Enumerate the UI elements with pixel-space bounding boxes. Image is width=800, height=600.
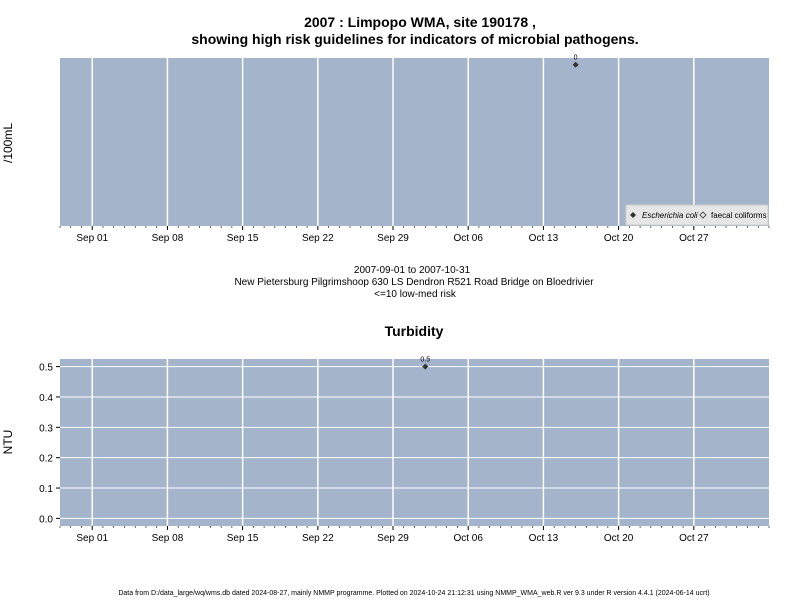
x-tick-label: Oct 06 (453, 233, 483, 244)
turbidity-x-axis: Sep 01 Sep 08 Sep 15 Sep 22 Sep 29 Oct 06 Oct … (59, 526, 770, 544)
risk-note: <=10 low-med risk (374, 289, 457, 300)
legend-label-faecal: faecal coliforms (711, 211, 767, 220)
legend-label-ecoli: Escherichia coli (642, 211, 698, 220)
date-range: 2007-09-01 to 2007-10-31 (354, 265, 471, 276)
turbidity-grid (60, 359, 769, 526)
ecoli-plot-area (60, 58, 769, 226)
x-tick-label: Oct 06 (453, 533, 483, 544)
y-tick-label: 0.4 (39, 393, 53, 404)
x-tick-label: Sep 22 (302, 533, 334, 544)
y-tick-label: 0.5 (39, 363, 53, 374)
data-label: 0.5 (420, 357, 430, 364)
ecoli-points: 0 (572, 55, 579, 68)
x-tick-label: Sep 29 (377, 233, 409, 244)
turbidity-plot-area (60, 359, 769, 526)
y-tick-label: 0.2 (39, 454, 53, 465)
data-point (422, 363, 429, 370)
turbidity-y-axis: 0.0 0.1 0.2 0.3 0.4 0.5 (39, 363, 60, 525)
x-tick-label: Oct 20 (604, 533, 634, 544)
ecoli-y-label: /100mL (1, 123, 15, 163)
y-tick-label: 0.3 (39, 423, 53, 434)
y-tick-label: 0.1 (39, 484, 53, 495)
chart-title-line2: showing high risk guidelines for indicat… (191, 31, 638, 47)
legend-box (625, 204, 769, 226)
x-tick-label: Sep 01 (76, 233, 108, 244)
ecoli-panel: Sep 01 Sep 08 Sep 15 Sep 22 Sep 29 Oct 06 Oct … (1, 55, 770, 244)
turbidity-points: 0.5 (420, 357, 430, 370)
x-tick-label: Sep 08 (152, 533, 184, 544)
x-tick-label: Sep 22 (302, 233, 334, 244)
x-tick-label: Sep 01 (76, 533, 108, 544)
x-tick-label: Sep 15 (227, 233, 259, 244)
x-tick-label: Oct 27 (679, 233, 709, 244)
ecoli-grid (91, 58, 695, 226)
footer-note: Data from D:/data_large/wq/wms.db dated … (118, 590, 709, 597)
turbidity-y-label: NTU (1, 430, 15, 455)
legend-marker-ecoli (630, 212, 636, 218)
x-tick-label: Oct 13 (529, 233, 559, 244)
chart-title-line1: 2007 : Limpopo WMA, site 190178 , (304, 14, 536, 30)
legend-marker-faecal (699, 211, 707, 219)
ecoli-x-axis: Sep 01 Sep 08 Sep 15 Sep 22 Sep 29 Oct 06 Oct … (59, 226, 770, 244)
turbidity-panel: Sep 01 Sep 08 Sep 15 Sep 22 Sep 29 Oct 06 Oct … (1, 357, 770, 544)
data-point (572, 61, 579, 68)
x-tick-label: Oct 20 (604, 233, 634, 244)
y-tick-label: 0.0 (39, 514, 53, 525)
site-name: New Pietersburg Pilgrimshoop 630 LS Dend… (234, 277, 594, 288)
turbidity-title: Turbidity (385, 323, 444, 339)
x-tick-label: Oct 13 (529, 533, 559, 544)
data-label: 0 (574, 55, 578, 62)
x-tick-label: Sep 15 (227, 533, 259, 544)
x-tick-label: Oct 27 (679, 533, 709, 544)
ecoli-legend: Escherichia coli faecal coliforms (625, 204, 769, 226)
x-tick-label: Sep 08 (152, 233, 184, 244)
x-tick-label: Sep 29 (377, 533, 409, 544)
